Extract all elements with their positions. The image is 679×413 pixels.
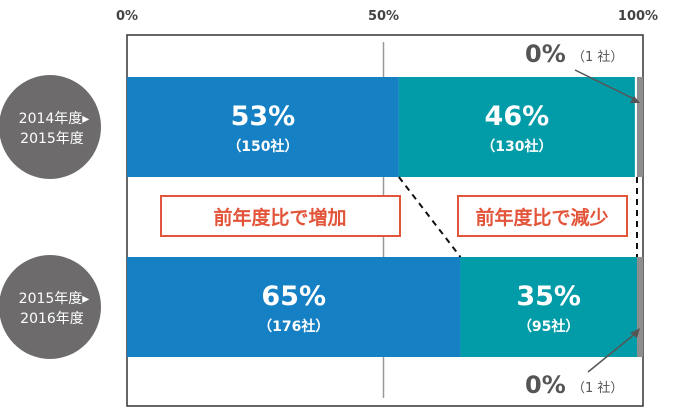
small-share-label: 0% xyxy=(525,40,566,68)
data-count-label: （130社） xyxy=(481,138,552,155)
annotation-increase: 前年度比で増加 xyxy=(213,206,346,229)
data-count-label: （176社） xyxy=(258,318,329,335)
category-circle xyxy=(0,255,101,359)
arrow-line xyxy=(574,69,637,101)
data-count-label: （150社） xyxy=(227,138,298,155)
category-label: 2015年度▸ xyxy=(19,291,90,307)
small-share-label: 0% xyxy=(525,371,566,399)
arrow-line xyxy=(587,332,637,373)
annotation-box-decrease xyxy=(457,195,628,237)
bar-segment xyxy=(127,257,461,357)
data-label: 35% xyxy=(516,281,581,312)
connector-dashed xyxy=(398,176,462,258)
bar-segment xyxy=(636,257,644,357)
category-label: 2016年度 xyxy=(20,311,84,327)
annotation-box-increase xyxy=(160,195,401,237)
x-tick-label: 0% xyxy=(116,9,138,24)
category-circle xyxy=(0,75,101,179)
arrow-head-icon xyxy=(630,328,640,338)
small-share-count: （1 社） xyxy=(572,380,623,396)
data-label: 53% xyxy=(231,101,296,132)
bar-segment xyxy=(127,77,399,177)
annotation-decrease: 前年度比で減少 xyxy=(475,206,608,229)
bar-segment xyxy=(636,77,644,177)
category-label: 2015年度 xyxy=(20,131,84,147)
x-tick-label: 100% xyxy=(618,9,658,24)
data-label: 65% xyxy=(261,281,326,312)
category-label: 2014年度▸ xyxy=(19,111,90,127)
x-tick-label: 50% xyxy=(368,9,399,24)
bar-segment xyxy=(398,77,635,177)
arrow-head-icon xyxy=(630,96,640,103)
data-label: 46% xyxy=(485,101,550,132)
small-share-count: （1 社） xyxy=(572,49,623,65)
data-count-label: （95社） xyxy=(518,318,579,335)
bar-segment xyxy=(460,257,640,357)
plot-frame xyxy=(126,34,644,407)
